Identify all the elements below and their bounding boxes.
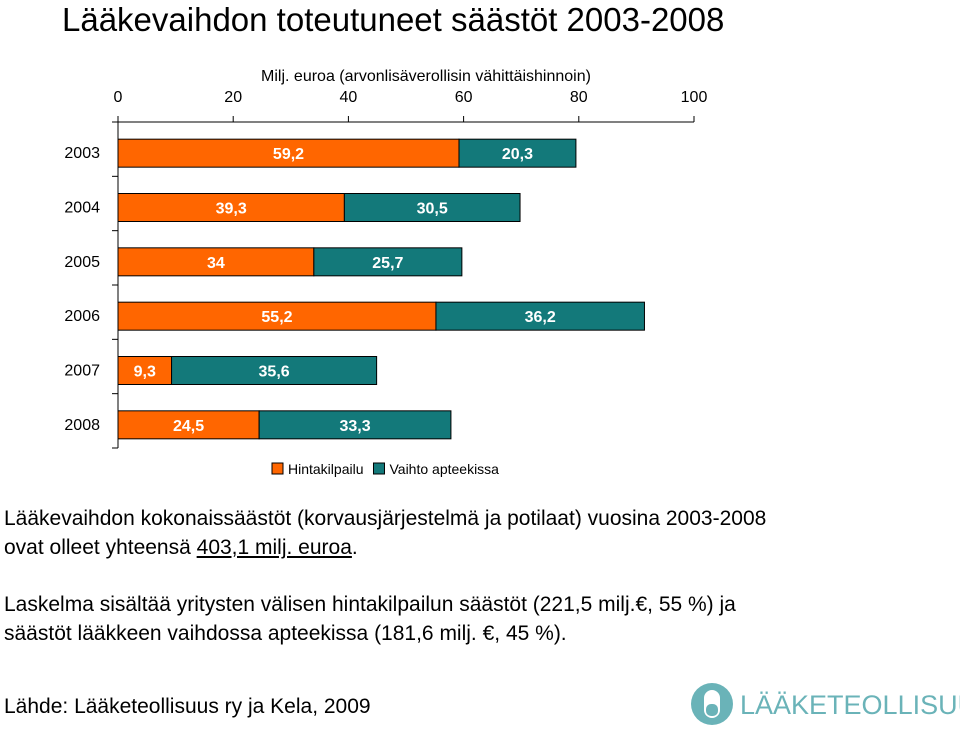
- breakdown-line-2: säästöt lääkkeen vaihdossa apteekissa (1…: [4, 622, 567, 645]
- laaketeollisuus-logo: LÄÄKETEOLLISUUS: [691, 683, 960, 725]
- x-tick-label: 20: [224, 89, 242, 106]
- data-label: 24,5: [173, 418, 204, 435]
- data-label: 33,3: [339, 418, 370, 435]
- data-label: 20,3: [502, 146, 533, 163]
- capsule-icon: [691, 683, 733, 725]
- legend-label: Hintakilpailu: [288, 461, 363, 477]
- x-tick-label: 60: [455, 89, 473, 106]
- bar-hintakilpailu: [117, 410, 260, 440]
- category-label: 2008: [64, 417, 100, 434]
- data-label: 59,2: [273, 146, 304, 163]
- legend-swatch: [372, 462, 385, 475]
- page-title: Lääkevaihdon toteutuneet säästöt 2003-20…: [62, 1, 725, 38]
- data-label: 25,7: [372, 255, 403, 272]
- category-label: 2003: [64, 145, 100, 162]
- category-label: 2006: [64, 308, 100, 325]
- data-label: 34: [207, 255, 225, 272]
- bar-vaihto-apteekissa: [458, 138, 577, 168]
- source-note: Lähde: Lääketeollisuus ry ja Kela, 2009: [4, 695, 371, 718]
- summary-paragraph: Lääkevaihdon kokonaissäästöt (korvausjär…: [4, 504, 766, 562]
- data-label: 36,2: [525, 309, 556, 326]
- legend-label: Vaihto apteekissa: [389, 461, 499, 477]
- data-label: 30,5: [417, 201, 448, 218]
- summary-period: .: [351, 536, 358, 559]
- legend-swatch: [271, 462, 284, 475]
- x-tick-label: 0: [114, 89, 123, 106]
- summary-line-1: Lääkevaihdon kokonaissäästöt (korvausjär…: [4, 507, 767, 530]
- data-label: 35,6: [259, 364, 290, 381]
- bar-hintakilpailu: [117, 193, 345, 222]
- savings-bar-chart: Milj. euroa (arvonlisäverollisin vähittä…: [64, 68, 708, 477]
- bar-vaihto-apteekissa: [313, 247, 463, 277]
- axis-title: Milj. euroa (arvonlisäverollisin vähittä…: [261, 68, 591, 85]
- category-label: 2004: [64, 200, 100, 217]
- x-tick-label: 40: [340, 89, 358, 106]
- bar-hintakilpailu: [117, 301, 437, 331]
- breakdown-paragraph: Laskelma sisältää yritysten välisen hint…: [4, 590, 736, 648]
- bar-vaihto-apteekissa: [171, 356, 378, 385]
- bar-hintakilpailu: [117, 138, 460, 168]
- data-label: 9,3: [134, 364, 156, 381]
- bar-vaihto-apteekissa: [258, 410, 452, 440]
- data-label: 39,3: [216, 201, 247, 218]
- total-savings: 403,1 milj. euroa: [196, 536, 352, 559]
- bar-vaihto-apteekissa: [435, 301, 645, 331]
- bar-hintakilpailu: [117, 356, 173, 385]
- category-label: 2007: [64, 363, 100, 380]
- summary-text: ovat olleet yhteensä: [4, 536, 197, 559]
- bar-vaihto-apteekissa: [343, 193, 521, 222]
- category-label: 2005: [64, 254, 100, 271]
- summary-line-2: ovat olleet yhteensä 403,1 milj. euroa.: [4, 533, 766, 562]
- logo-text: LÄÄKETEOLLISUUS: [740, 690, 960, 720]
- breakdown-line-1: Laskelma sisältää yritysten välisen hint…: [4, 593, 736, 616]
- data-label: 55,2: [261, 309, 292, 326]
- x-tick-label: 100: [681, 89, 708, 106]
- x-tick-label: 80: [570, 89, 588, 106]
